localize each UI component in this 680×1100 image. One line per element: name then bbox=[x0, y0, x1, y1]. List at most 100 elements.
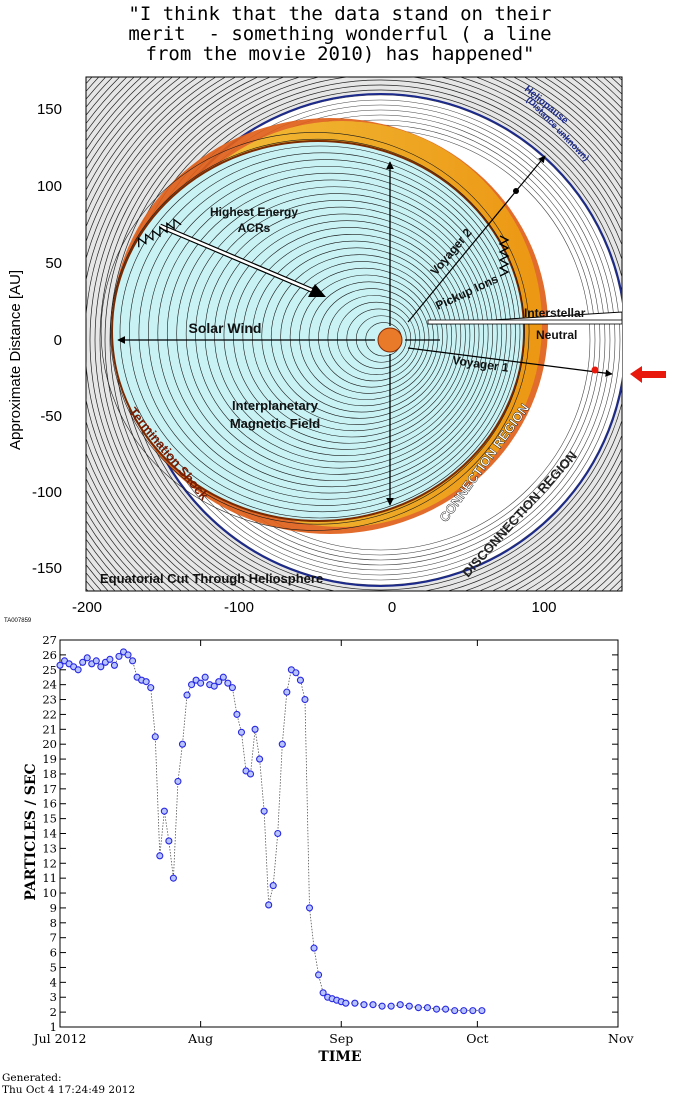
data-point bbox=[283, 688, 291, 696]
y-tick-label: 11 bbox=[42, 871, 57, 885]
data-point bbox=[233, 710, 241, 718]
data-point bbox=[79, 658, 87, 666]
imf-label: Interplanetary bbox=[232, 398, 319, 413]
data-point bbox=[188, 681, 196, 689]
y-tick-label: 15 bbox=[42, 812, 57, 826]
data-point bbox=[246, 770, 255, 778]
data-point bbox=[414, 1004, 422, 1012]
data-point bbox=[260, 807, 268, 815]
data-point bbox=[97, 663, 105, 671]
data-point bbox=[460, 1007, 468, 1015]
data-point bbox=[197, 679, 205, 687]
solar-wind-ring bbox=[327, 295, 421, 382]
data-point bbox=[442, 1005, 450, 1013]
generated-timestamp: Thu Oct 4 17:24:49 2012 bbox=[2, 1084, 136, 1096]
solar-wind-ring bbox=[355, 315, 407, 363]
helio-y-axis-label: Approximate Distance [AU] bbox=[7, 270, 24, 450]
y-tick-label: 150 bbox=[37, 101, 62, 118]
data-point bbox=[151, 733, 159, 741]
y-tick-label: 26 bbox=[42, 648, 57, 662]
y-tick-label: 9 bbox=[50, 901, 57, 915]
solar-wind-ring bbox=[176, 186, 494, 481]
data-point bbox=[405, 1002, 413, 1010]
solar-wind-ring bbox=[270, 254, 448, 419]
x-tick-label: Sep bbox=[329, 1031, 353, 1046]
data-point bbox=[278, 740, 286, 748]
imf-label: Magnetic Field bbox=[230, 416, 320, 431]
y-tick-label: 1 bbox=[50, 1020, 57, 1034]
y-tick-label: 10 bbox=[42, 886, 57, 900]
solar-wind-region bbox=[111, 140, 525, 522]
neutral-label: Neutral bbox=[536, 328, 577, 342]
y-tick-label: 4 bbox=[50, 975, 57, 989]
y-tick-label: 2 bbox=[50, 1005, 57, 1019]
y-tick-label: 23 bbox=[42, 693, 57, 707]
data-point bbox=[342, 999, 350, 1007]
chart-ticks bbox=[59, 639, 619, 1028]
voyager1-position bbox=[591, 366, 599, 374]
data-point bbox=[396, 1001, 404, 1009]
data-point bbox=[201, 673, 209, 681]
data-point bbox=[165, 837, 173, 845]
particle-rate-chart: 1234567891011121314151617181920212223242… bbox=[23, 633, 634, 1065]
solar-wind-ring bbox=[185, 193, 489, 475]
data-point bbox=[478, 1007, 486, 1015]
data-point bbox=[156, 852, 164, 860]
figure-code: TA007859 bbox=[4, 618, 32, 624]
voyager1-pointer-arrow bbox=[630, 366, 666, 383]
data-point bbox=[256, 755, 264, 763]
y-axis-label: PARTICLES / SEC bbox=[23, 763, 39, 900]
solar-wind-ring bbox=[195, 200, 484, 469]
y-tick-label: 6 bbox=[50, 946, 57, 960]
solar-wind-ring bbox=[138, 159, 512, 506]
data-point bbox=[251, 725, 259, 733]
sun-icon bbox=[377, 327, 403, 353]
y-tick-label: 22 bbox=[42, 707, 57, 721]
data-point bbox=[351, 999, 359, 1007]
y-tick-label: 100 bbox=[37, 178, 62, 195]
data-point bbox=[178, 740, 187, 748]
data-point bbox=[378, 1002, 386, 1010]
y-tick-label: 25 bbox=[42, 663, 57, 677]
y-tick-label: 0 bbox=[54, 332, 62, 349]
data-point bbox=[228, 684, 236, 692]
solar-wind-ring bbox=[308, 281, 430, 394]
data-point bbox=[315, 971, 323, 979]
heliosphere-diagram: Highest Energy ACRs Solar Wind Interplan… bbox=[4, 76, 666, 624]
solar-wind-ring bbox=[204, 206, 480, 463]
pickup-wave-symbol bbox=[498, 235, 510, 277]
y-tick-label: -50 bbox=[40, 408, 62, 425]
y-tick-label: 19 bbox=[42, 752, 57, 766]
x-tick-label: 100 bbox=[531, 599, 556, 616]
y-tick-labels: 1234567891011121314151617181920212223242… bbox=[42, 633, 57, 1034]
solar-wind-ring bbox=[337, 301, 416, 376]
y-tick-label: 16 bbox=[42, 797, 57, 811]
data-point bbox=[215, 678, 223, 686]
data-point bbox=[174, 777, 182, 785]
y-tick-label: 20 bbox=[42, 737, 57, 751]
quote-line: from the movie 2010) has happened" bbox=[145, 43, 535, 65]
solar-wind-ring bbox=[110, 138, 525, 525]
data-point bbox=[310, 944, 318, 952]
y-tick-label: 3 bbox=[50, 990, 57, 1004]
data-point bbox=[129, 657, 137, 665]
x-tick-label: Nov bbox=[608, 1031, 634, 1046]
data-point bbox=[160, 807, 168, 815]
y-tick-label: -150 bbox=[32, 560, 62, 577]
data-point bbox=[274, 829, 282, 838]
quote-line: merit - something wonderful ( a line bbox=[128, 23, 552, 45]
data-point bbox=[265, 901, 273, 909]
y-tick-label: 8 bbox=[50, 916, 57, 930]
solar-wind-ring bbox=[119, 145, 521, 519]
acr-arrow bbox=[159, 223, 326, 297]
x-tick-label: Jul 2012 bbox=[32, 1031, 87, 1046]
data-point bbox=[301, 695, 309, 704]
y-tick-label: 13 bbox=[42, 841, 57, 855]
sheath-ring bbox=[109, 77, 622, 591]
sheath-ring bbox=[89, 77, 622, 591]
y-tick-label: -100 bbox=[32, 484, 62, 501]
data-point bbox=[106, 655, 114, 663]
data-point bbox=[469, 1007, 477, 1015]
data-point bbox=[292, 669, 300, 677]
generated-label: Generated: bbox=[2, 1072, 62, 1084]
